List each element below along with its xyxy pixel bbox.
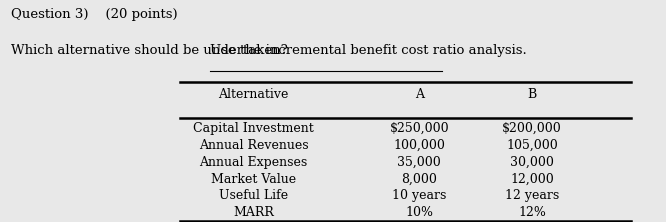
Text: B: B — [527, 88, 537, 101]
Text: Alternative: Alternative — [218, 88, 288, 101]
Text: Annual Revenues: Annual Revenues — [198, 139, 308, 152]
Text: 12 years: 12 years — [505, 190, 559, 202]
Text: Useful Life: Useful Life — [219, 190, 288, 202]
Text: 8,000: 8,000 — [402, 172, 437, 186]
Text: 100,000: 100,000 — [394, 139, 445, 152]
Text: $200,000: $200,000 — [502, 122, 562, 135]
Text: Market Value: Market Value — [211, 172, 296, 186]
Text: 12,000: 12,000 — [510, 172, 554, 186]
Text: MARR: MARR — [233, 206, 274, 219]
Text: $250,000: $250,000 — [390, 122, 449, 135]
Text: 30,000: 30,000 — [510, 156, 554, 169]
Text: 10%: 10% — [405, 206, 433, 219]
Text: 10 years: 10 years — [392, 190, 446, 202]
Text: 12%: 12% — [518, 206, 546, 219]
Text: Annual Expenses: Annual Expenses — [199, 156, 308, 169]
Text: 35,000: 35,000 — [398, 156, 441, 169]
Text: Which alternative should be undertaken?: Which alternative should be undertaken? — [11, 44, 296, 57]
Text: Capital Investment: Capital Investment — [193, 122, 314, 135]
Text: Use the incremental benefit cost ratio analysis.: Use the incremental benefit cost ratio a… — [210, 44, 527, 57]
Text: A: A — [415, 88, 424, 101]
Text: Question 3)    (20 points): Question 3) (20 points) — [11, 8, 178, 21]
Text: 105,000: 105,000 — [506, 139, 558, 152]
